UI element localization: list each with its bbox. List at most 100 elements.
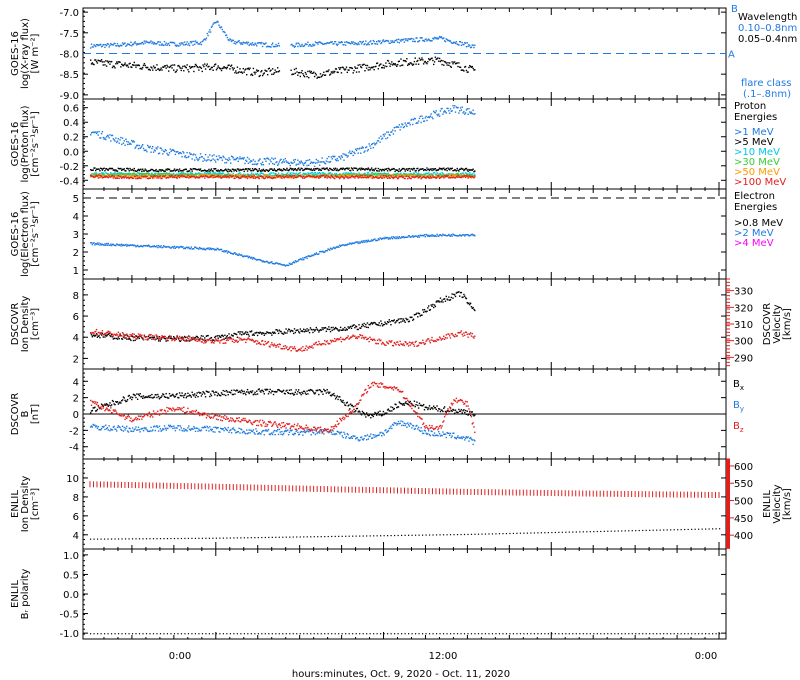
data-point (246, 331, 249, 334)
data-point (245, 160, 248, 162)
data-point (297, 173, 299, 176)
data-point (406, 125, 408, 127)
data-point (137, 172, 140, 174)
data-point (104, 64, 106, 66)
data-point (360, 169, 362, 171)
data-point (110, 43, 113, 46)
data-point (329, 168, 332, 170)
data-point (204, 68, 207, 70)
data-point (435, 110, 437, 112)
data-point (402, 59, 405, 62)
data-point (324, 168, 327, 170)
data-point (196, 168, 198, 171)
data-point (405, 174, 407, 176)
data-point (385, 62, 387, 64)
data-point (132, 244, 135, 247)
data-point (444, 169, 447, 171)
data-point (241, 175, 244, 177)
data-point (407, 177, 409, 180)
data-point (183, 247, 185, 250)
data-point (297, 72, 300, 74)
data-point (415, 175, 417, 178)
data-point (109, 173, 111, 176)
data-point (439, 110, 442, 112)
data-point (287, 176, 290, 178)
data-point (320, 329, 323, 331)
data-point (237, 331, 239, 333)
data-point (233, 332, 235, 335)
data-point (358, 241, 360, 243)
data-point (105, 172, 108, 174)
data-point (173, 69, 175, 71)
data-point (192, 176, 194, 178)
data-point (104, 170, 106, 172)
data-point (135, 42, 137, 45)
data-point (199, 153, 202, 155)
data-point (139, 172, 141, 175)
data-point (254, 173, 256, 176)
data-point (174, 153, 177, 156)
data-point (184, 168, 187, 170)
data-point (356, 43, 359, 46)
data-point (144, 42, 146, 44)
data-point (412, 118, 415, 121)
data-point (140, 146, 142, 149)
data-point (347, 155, 349, 157)
data-point (244, 162, 246, 165)
data-point (388, 62, 390, 65)
data-point (311, 45, 313, 47)
data-point (121, 172, 123, 174)
data-point (352, 72, 354, 74)
data-point (316, 173, 318, 175)
data-point (430, 174, 432, 176)
data-point (365, 177, 368, 179)
data-point (139, 42, 141, 45)
data-point (165, 246, 167, 248)
data-point (309, 71, 312, 74)
data-point (239, 156, 241, 158)
data-point (449, 167, 452, 170)
data-point (317, 176, 319, 178)
data-point (422, 59, 424, 61)
data-point (225, 250, 228, 252)
data-point (160, 174, 162, 176)
data-point (255, 43, 257, 46)
data-point (227, 39, 229, 41)
data-point (206, 159, 208, 161)
data-point (374, 65, 376, 68)
data-point (258, 332, 260, 334)
data-point (182, 150, 184, 153)
data-point (131, 66, 133, 69)
data-point (351, 173, 354, 176)
data-point (403, 41, 406, 43)
data-point (387, 175, 390, 178)
data-point (204, 174, 206, 176)
data-point (331, 248, 333, 250)
data-point (329, 173, 331, 175)
data-point (227, 337, 229, 339)
data-point (402, 176, 405, 178)
data-point (391, 40, 394, 42)
data-point (280, 263, 282, 266)
data-point (267, 158, 270, 160)
data-point (284, 332, 286, 334)
data-point (339, 329, 341, 331)
data-point (443, 111, 445, 113)
data-point (360, 174, 362, 176)
data-point (459, 174, 462, 177)
data-point (325, 70, 328, 73)
data-point (130, 143, 132, 145)
data-point (173, 336, 175, 338)
data-point (96, 336, 99, 338)
data-point (370, 143, 373, 146)
data-point (458, 170, 460, 172)
data-point (185, 176, 188, 179)
data-point (219, 157, 221, 159)
data-point (278, 161, 281, 163)
data-point (368, 176, 370, 179)
data-point (384, 176, 386, 179)
data-point (412, 63, 415, 65)
data-point (337, 43, 339, 45)
data-point (208, 65, 210, 68)
data-point (252, 159, 255, 161)
